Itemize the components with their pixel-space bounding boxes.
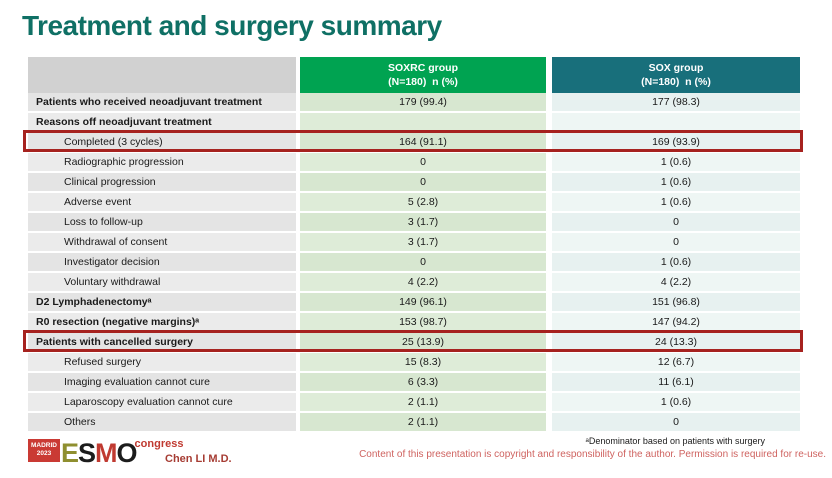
row-label: Loss to follow-up <box>28 213 296 231</box>
soxrc-value: 3 (1.7) <box>300 213 546 231</box>
table-row: Voluntary withdrawal 4 (2.2) 4 (2.2) <box>28 273 800 291</box>
soxrc-value: 6 (3.3) <box>300 373 546 391</box>
table-row: Withdrawal of consent 3 (1.7) 0 <box>28 233 800 251</box>
row-label: Patients who received neoadjuvant treatm… <box>28 93 296 111</box>
sox-value: 1 (0.6) <box>552 193 800 211</box>
soxrc-value: 25 (13.9) <box>300 333 546 351</box>
row-label: Voluntary withdrawal <box>28 273 296 291</box>
table-row: Reasons off neoadjuvant treatment <box>28 113 800 131</box>
soxrc-value: 3 (1.7) <box>300 233 546 251</box>
soxrc-value: 15 (8.3) <box>300 353 546 371</box>
row-label: Others <box>28 413 296 431</box>
sox-value <box>552 113 800 131</box>
soxrc-value: 153 (98.7) <box>300 313 546 331</box>
table-row: R0 resection (negative margins)ᵃ 153 (98.… <box>28 313 800 331</box>
header-sox-line2: (N=180) n (%) <box>641 76 711 88</box>
table-row: Patients with cancelled surgery 25 (13.9)… <box>23 330 803 352</box>
table-row: D2 Lymphadenectomyᵃ 149 (96.1) 151 (96.8) <box>28 293 800 311</box>
table-row: Investigator decision 0 1 (0.6) <box>28 253 800 271</box>
summary-table: SOXRC group (N=180) n (%) SOX group (N=1… <box>23 57 803 433</box>
sox-value: 177 (98.3) <box>552 93 800 111</box>
sox-value: 1 (0.6) <box>552 393 800 411</box>
header-sox-line1: SOX group <box>648 61 704 74</box>
table-row: Clinical progression 0 1 (0.6) <box>28 173 800 191</box>
sox-value: 1 (0.6) <box>552 153 800 171</box>
esmo-letter-s: S <box>78 437 96 468</box>
table-row: Refused surgery 15 (8.3) 12 (6.7) <box>28 353 800 371</box>
esmo-letter-o: O <box>116 437 138 468</box>
copyright-notice: Content of this presentation is copyrigh… <box>359 449 826 460</box>
soxrc-value: 5 (2.8) <box>300 193 546 211</box>
row-label: Reasons off neoadjuvant treatment <box>28 113 296 131</box>
esmo-wordmark: ESMO <box>61 439 138 466</box>
sox-value: 24 (13.3) <box>552 333 800 351</box>
table-header: SOXRC group (N=180) n (%) SOX group (N=1… <box>28 57 800 93</box>
sox-value: 0 <box>552 233 800 251</box>
row-label: Refused surgery <box>28 353 296 371</box>
row-label: Investigator decision <box>28 253 296 271</box>
table-body: Patients who received neoadjuvant treatm… <box>23 93 803 431</box>
soxrc-value <box>300 113 546 131</box>
badge-city: MADRID <box>31 442 57 449</box>
sox-value: 0 <box>552 413 800 431</box>
row-label: Adverse event <box>28 193 296 211</box>
sox-value: 169 (93.9) <box>552 133 800 151</box>
soxrc-value: 149 (96.1) <box>300 293 546 311</box>
header-empty-cell <box>28 57 296 93</box>
table-row: Imaging evaluation cannot cure 6 (3.3) 11 … <box>28 373 800 391</box>
sox-value: 1 (0.6) <box>552 173 800 191</box>
table-row: Radiographic progression 0 1 (0.6) <box>28 153 800 171</box>
soxrc-value: 0 <box>300 153 546 171</box>
row-label: Radiographic progression <box>28 153 296 171</box>
header-soxrc-line1: SOXRC group <box>388 61 458 74</box>
table-row: Patients who received neoadjuvant treatm… <box>28 93 800 111</box>
page-title: Treatment and surgery summary <box>22 10 442 41</box>
madrid-2023-badge: MADRID 2023 <box>28 439 60 462</box>
sox-value: 12 (6.7) <box>552 353 800 371</box>
row-label: Patients with cancelled surgery <box>28 333 296 351</box>
soxrc-value: 0 <box>300 173 546 191</box>
esmo-congress-logo: MADRID 2023 ESMO congress <box>28 438 184 466</box>
soxrc-value: 2 (1.1) <box>300 393 546 411</box>
soxrc-value: 179 (99.4) <box>300 93 546 111</box>
soxrc-value: 2 (1.1) <box>300 413 546 431</box>
sox-value: 0 <box>552 213 800 231</box>
table-row: Others 2 (1.1) 0 <box>28 413 800 431</box>
row-label: Withdrawal of consent <box>28 233 296 251</box>
row-label: Clinical progression <box>28 173 296 191</box>
table-row: Completed (3 cycles) 164 (91.1) 169 (93.9) <box>23 130 803 152</box>
table-row: Laparoscopy evaluation cannot cure 2 (1.1… <box>28 393 800 411</box>
esmo-letter-m: M <box>95 437 117 468</box>
table-row: Adverse event 5 (2.8) 1 (0.6) <box>28 193 800 211</box>
sox-value: 147 (94.2) <box>552 313 800 331</box>
table-footnote: ᵃDenominator based on patients with surg… <box>585 436 765 446</box>
esmo-letter-e: E <box>61 437 79 468</box>
badge-year: 2023 <box>36 450 52 458</box>
header-sox-group: SOX group (N=180) n (%) <box>552 57 800 93</box>
header-soxrc-line2: (N=180) n (%) <box>388 76 458 88</box>
presenter-name: Chen LI M.D. <box>165 453 232 465</box>
row-label: D2 Lymphadenectomyᵃ <box>28 293 296 311</box>
row-label: Laparoscopy evaluation cannot cure <box>28 393 296 411</box>
soxrc-value: 164 (91.1) <box>300 133 546 151</box>
sox-value: 11 (6.1) <box>552 373 800 391</box>
sox-value: 1 (0.6) <box>552 253 800 271</box>
footer: MADRID 2023 ESMO congress Chen LI M.D. ᵃ… <box>0 436 832 478</box>
soxrc-value: 0 <box>300 253 546 271</box>
row-label: Completed (3 cycles) <box>28 133 296 151</box>
header-soxrc-group: SOXRC group (N=180) n (%) <box>300 57 546 93</box>
row-label: Imaging evaluation cannot cure <box>28 373 296 391</box>
row-label: R0 resection (negative margins)ᵃ <box>28 313 296 331</box>
sox-value: 151 (96.8) <box>552 293 800 311</box>
congress-label: congress <box>134 438 184 450</box>
soxrc-value: 4 (2.2) <box>300 273 546 291</box>
sox-value: 4 (2.2) <box>552 273 800 291</box>
table-row: Loss to follow-up 3 (1.7) 0 <box>28 213 800 231</box>
